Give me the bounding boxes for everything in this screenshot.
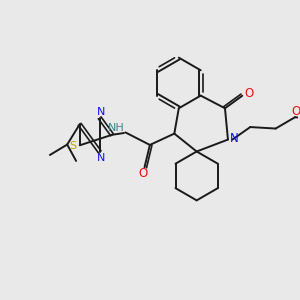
Text: O: O	[138, 167, 148, 180]
Text: N: N	[96, 107, 105, 117]
Text: NH: NH	[108, 123, 125, 133]
Text: N: N	[97, 153, 105, 163]
Text: O: O	[291, 105, 300, 118]
Text: S: S	[70, 141, 77, 151]
Text: N: N	[230, 132, 239, 145]
Text: O: O	[244, 87, 254, 100]
